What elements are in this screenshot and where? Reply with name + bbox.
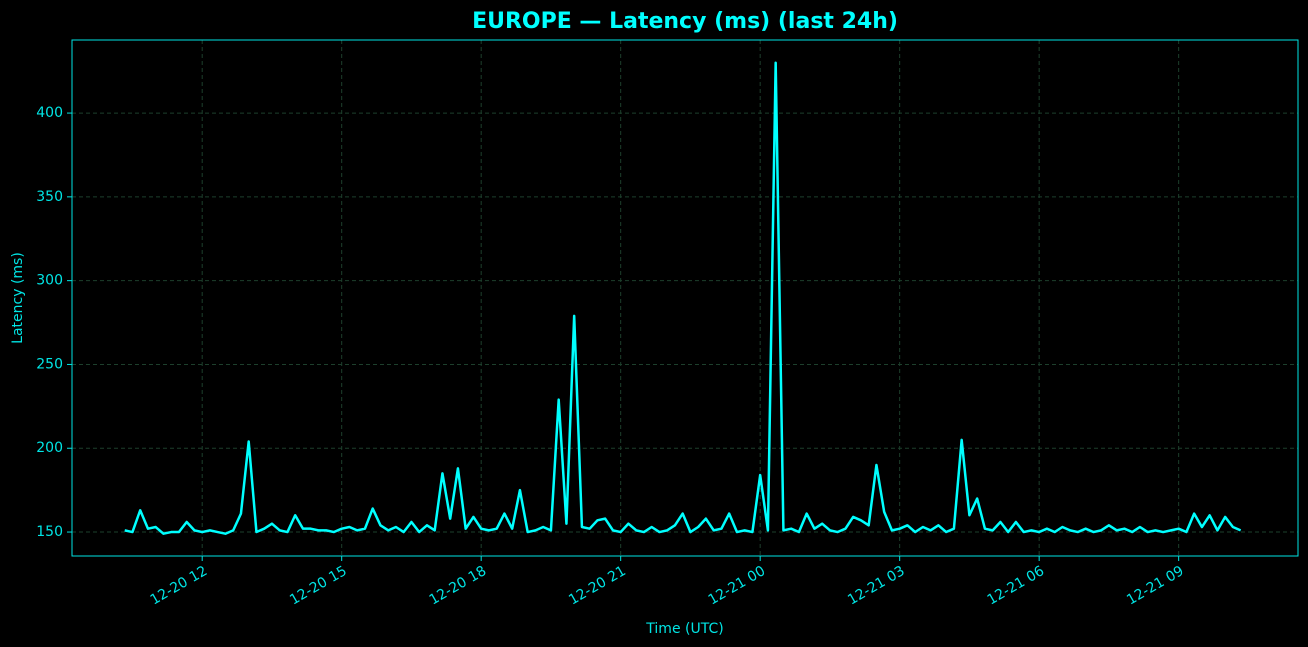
- y-tick-label: 200: [36, 440, 63, 456]
- line-series: [124, 61, 1242, 535]
- chart-title: EUROPE — Latency (ms) (last 24h): [472, 9, 898, 34]
- x-axis-label: Time (UTC): [645, 621, 723, 637]
- y-tick-label: 250: [36, 356, 63, 372]
- y-axis-label: Latency (ms): [10, 252, 26, 344]
- y-tick-label: 300: [36, 273, 63, 289]
- y-tick-label: 150: [36, 524, 63, 540]
- plot-frame: [71, 39, 1299, 557]
- y-tick-label: 350: [36, 189, 63, 205]
- y-tick-label: 400: [36, 105, 63, 121]
